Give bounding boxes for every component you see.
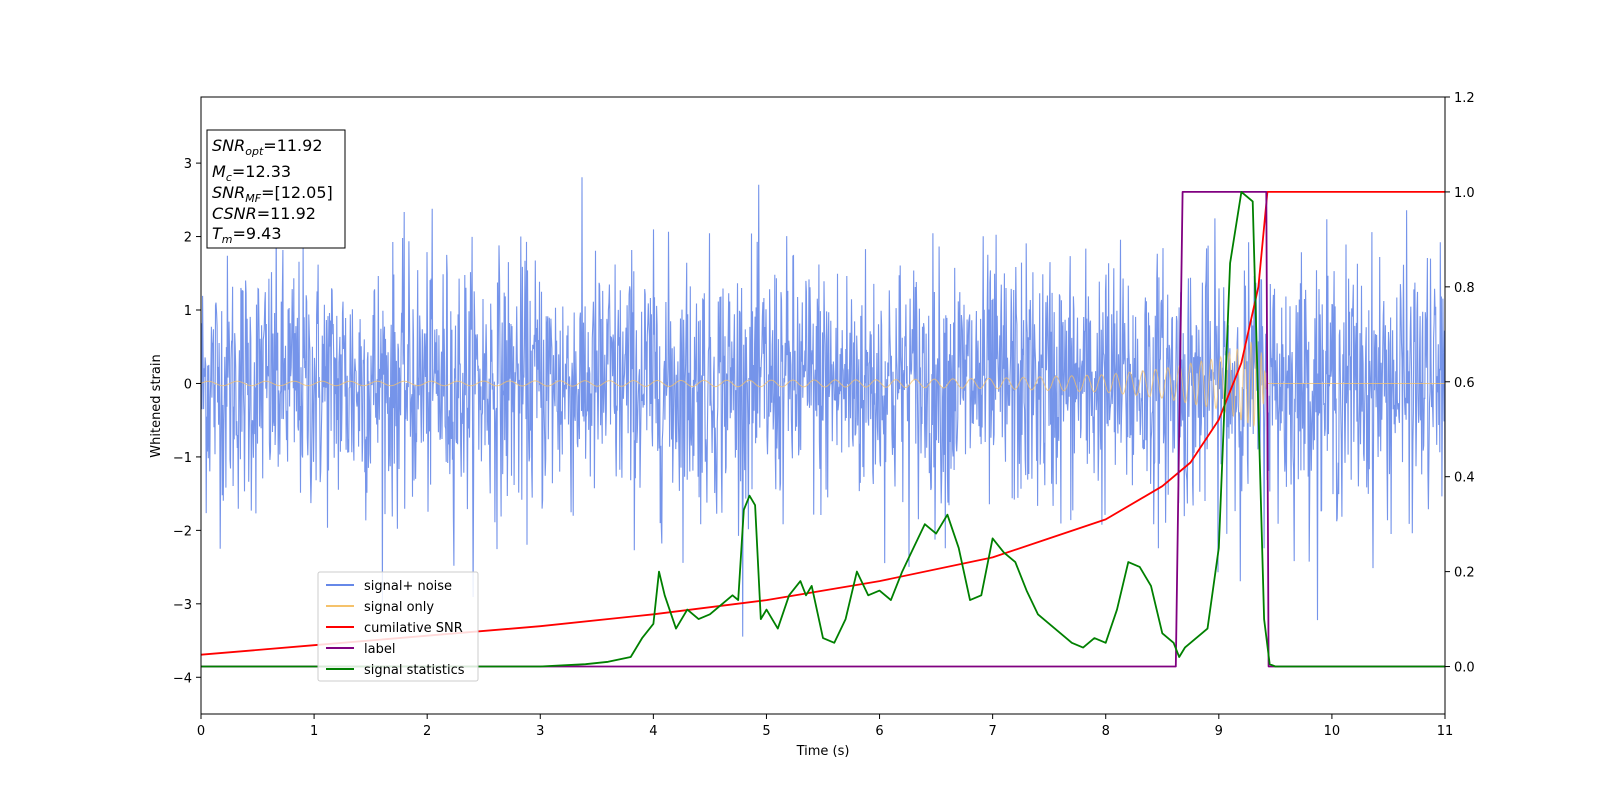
stats-mc: Mc=12.33 xyxy=(212,162,291,184)
y2-tick-label: 0.0 xyxy=(1454,661,1475,676)
y2-tick-label: 0.6 xyxy=(1454,376,1475,391)
svg-text:label: label xyxy=(364,642,395,657)
x-tick-label: 1 xyxy=(310,724,318,739)
x-tick-label: 8 xyxy=(1102,724,1110,739)
x-tick-label: 6 xyxy=(875,724,883,739)
stats-snr-opt: SNRopt=11.92 xyxy=(212,136,323,158)
y-tick-label: 3 xyxy=(184,157,192,172)
stats-snr-mf: SNRMF=[12.05] xyxy=(212,183,333,205)
stats-csnr: CSNR=11.92 xyxy=(212,204,316,223)
axis-layer: 0 1 2 3 4 5 6 7 8 9 10 11 −4 −3 −2 −1 0 1 2 3 0.0 0.2 0.4 0.6 0.… xyxy=(173,91,1475,739)
y2-tick-label: 0.2 xyxy=(1454,566,1475,581)
x-tick-label: 5 xyxy=(762,724,770,739)
x-tick-label: 4 xyxy=(649,724,657,739)
plot-frame xyxy=(200,96,1446,715)
y-tick-label: 0 xyxy=(184,377,192,392)
x-tick-label: 0 xyxy=(197,724,205,739)
y-axis-title: Whitened strain xyxy=(149,354,164,457)
svg-text:signal only: signal only xyxy=(364,600,434,615)
svg-text:cumilative SNR: cumilative SNR xyxy=(364,621,463,636)
y-tick-label: −4 xyxy=(173,671,192,686)
x-tick-label: 3 xyxy=(536,724,544,739)
series-line-cumulative-snr xyxy=(201,191,1445,656)
legend: signal+ noise signal only cumilative SNR… xyxy=(317,571,479,682)
x-axis-title: Time (s) xyxy=(796,744,850,759)
y-tick-label: −2 xyxy=(173,524,192,539)
y2-tick-label: 1.2 xyxy=(1454,91,1475,106)
svg-text:signal+ noise: signal+ noise xyxy=(364,579,452,594)
legend-item-cumulative-snr: cumilative SNR xyxy=(326,621,463,636)
y-tick-label: 2 xyxy=(184,231,192,246)
y2-tick-label: 0.8 xyxy=(1454,281,1475,296)
series-line-signal-only xyxy=(201,339,1445,427)
y-tick-label: −1 xyxy=(173,451,192,466)
series-layer xyxy=(201,177,1445,668)
x-tick-label: 11 xyxy=(1437,724,1454,739)
series-line-signal-statistics xyxy=(201,191,1445,668)
stats-tm: Tm=9.43 xyxy=(212,224,282,246)
legend-item-signal-noise: signal+ noise xyxy=(326,579,452,594)
legend-item-signal-only: signal only xyxy=(326,600,434,615)
svg-text:signal statistics: signal statistics xyxy=(364,663,465,678)
x-tick-label: 9 xyxy=(1215,724,1223,739)
x-tick-label: 10 xyxy=(1324,724,1341,739)
x-tick-label: 7 xyxy=(988,724,996,739)
stats-box: SNRopt=11.92 Mc=12.33 SNRMF=[12.05] CSNR… xyxy=(206,129,346,249)
x-tick-label: 2 xyxy=(423,724,431,739)
y2-tick-label: 0.4 xyxy=(1454,471,1475,486)
y2-tick-label: 1.0 xyxy=(1454,186,1475,201)
y-tick-label: 1 xyxy=(184,304,192,319)
series-line-signal-noise xyxy=(201,177,1445,637)
legend-item-label: label xyxy=(326,642,395,657)
y-tick-label: −3 xyxy=(173,598,192,613)
legend-item-signal-statistics: signal statistics xyxy=(326,663,465,678)
